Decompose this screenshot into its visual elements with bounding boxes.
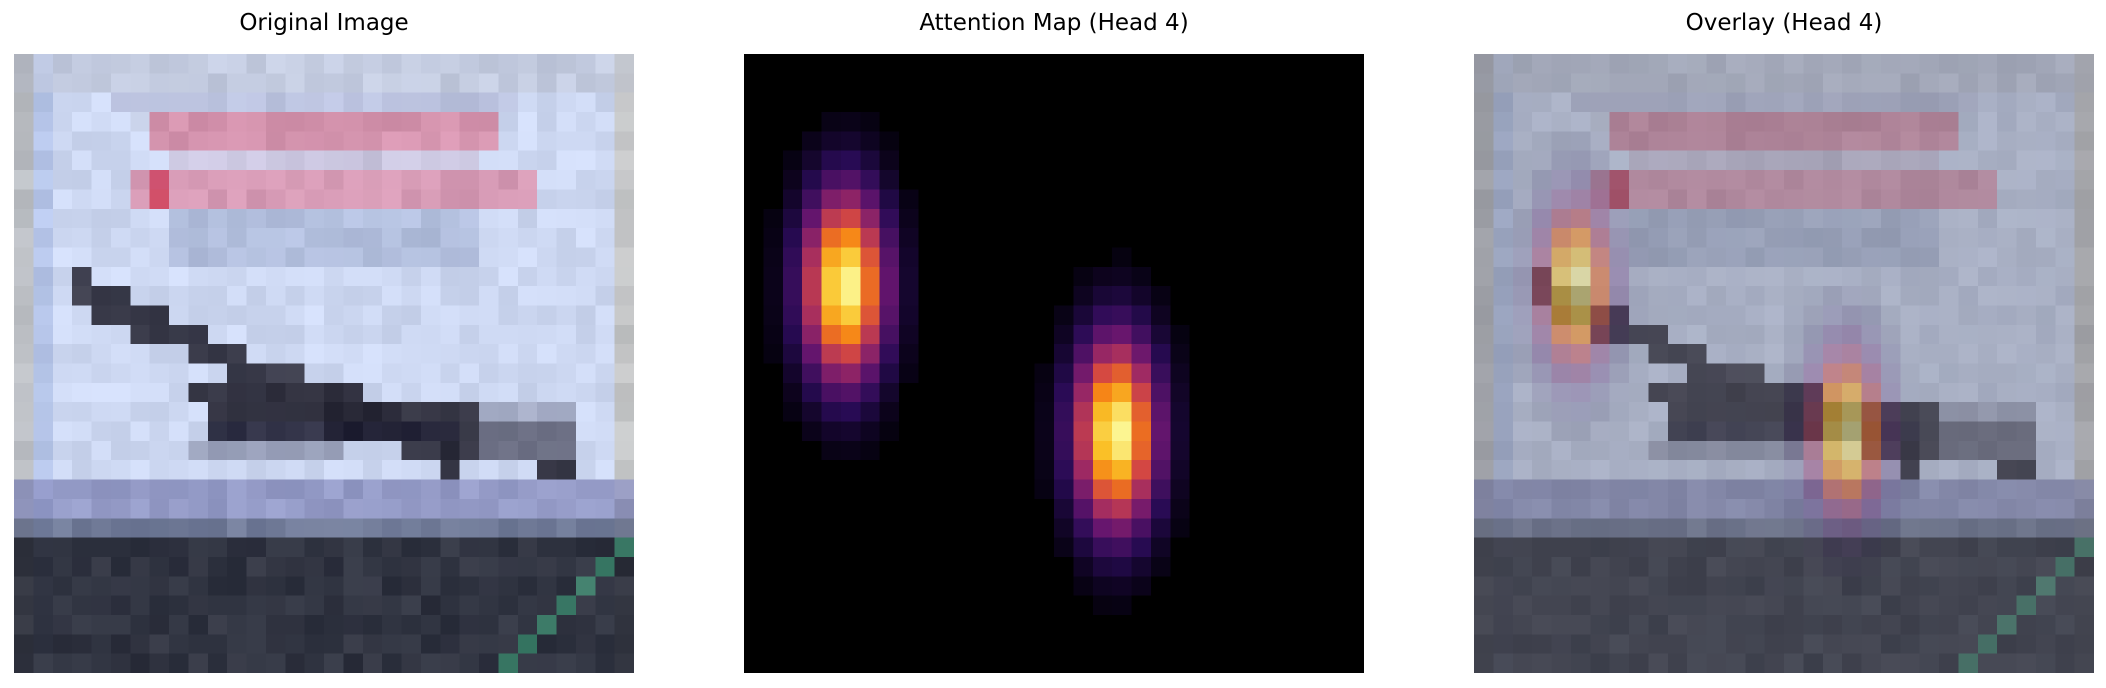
panel-title-overlay: Overlay (Head 4) xyxy=(1685,10,1883,36)
overlay-image xyxy=(1474,54,2094,673)
panel-title-original: Original Image xyxy=(239,10,409,36)
panel-original: Original Image xyxy=(14,0,634,688)
panel-title-attention: Attention Map (Head 4) xyxy=(919,10,1189,36)
panel-attention: Attention Map (Head 4) xyxy=(744,0,1364,688)
attention-map xyxy=(744,54,1364,673)
panel-overlay: Overlay (Head 4) xyxy=(1474,0,2094,688)
original-image xyxy=(14,54,634,673)
